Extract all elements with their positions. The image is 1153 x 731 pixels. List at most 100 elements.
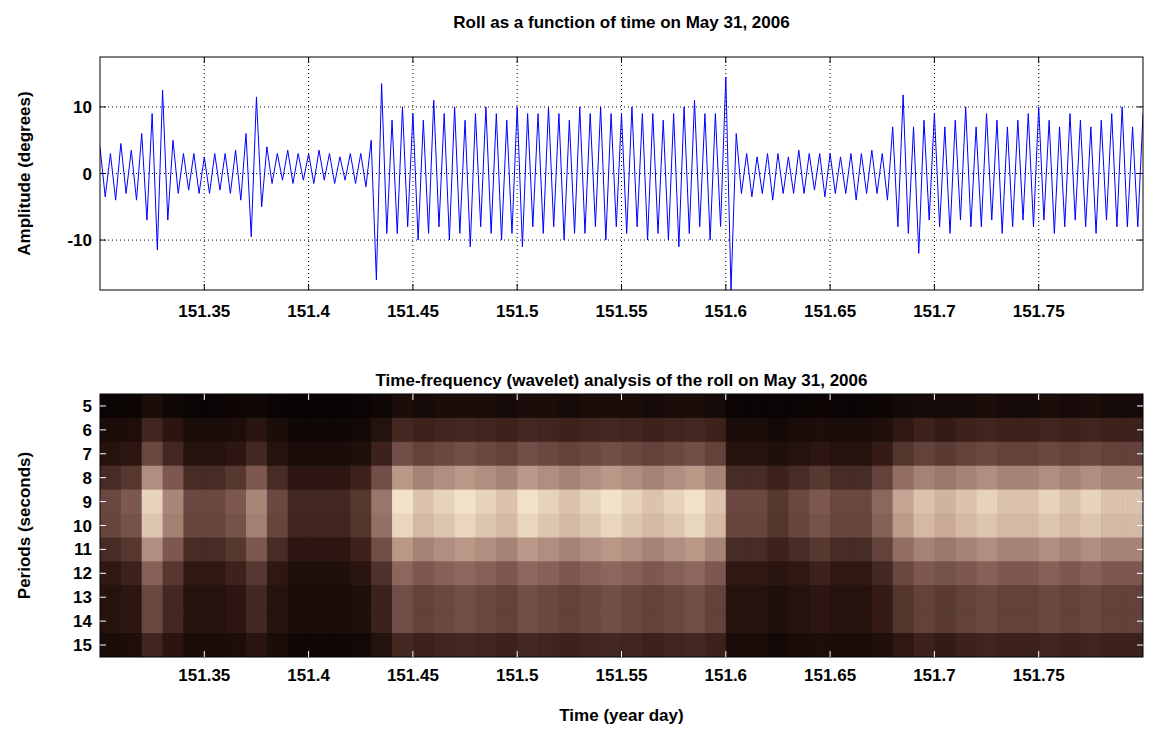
heat-cell: [809, 442, 830, 467]
heat-cell: [350, 466, 371, 491]
heat-cell: [183, 418, 204, 443]
heat-cell: [809, 418, 830, 443]
plot-background: [100, 394, 1143, 657]
heat-cell: [121, 633, 142, 657]
heat-cell: [142, 561, 163, 586]
heat-cell: [100, 418, 121, 443]
heat-cell: [663, 490, 684, 515]
heat-cell: [246, 418, 267, 443]
heat-cell: [663, 561, 684, 586]
heat-cell: [830, 514, 851, 539]
heat-cell: [1060, 490, 1081, 515]
heat-cell: [121, 466, 142, 491]
heat-cell: [1018, 442, 1039, 467]
x-tick-label: 151.5: [496, 302, 539, 321]
heat-cell: [580, 394, 601, 419]
heat-cell: [142, 609, 163, 634]
heat-cell: [371, 418, 392, 443]
heat-cell: [663, 537, 684, 562]
heat-cell: [997, 537, 1018, 562]
heat-cell: [934, 394, 955, 419]
heat-cell: [1060, 561, 1081, 586]
heat-cell: [1039, 490, 1060, 515]
heat-cell: [684, 609, 705, 634]
heat-cell: [663, 418, 684, 443]
x-tick: [621, 57, 622, 63]
y-tick: [100, 453, 106, 454]
heat-cell: [747, 514, 768, 539]
heat-cell: [246, 633, 267, 657]
heat-cell: [163, 561, 184, 586]
heat-cell: [371, 609, 392, 634]
heat-cell: [475, 514, 496, 539]
heat-cell: [1060, 394, 1081, 419]
heat-cell: [747, 394, 768, 419]
heat-cell: [475, 633, 496, 657]
heat-cell: [622, 442, 643, 467]
heat-cell: [642, 585, 663, 610]
heat-cell: [705, 585, 726, 610]
heat-cell: [642, 442, 663, 467]
heat-cell: [726, 633, 747, 657]
heat-cell: [121, 442, 142, 467]
x-tick: [308, 394, 309, 400]
heat-cell: [768, 490, 789, 515]
x-tick: [204, 651, 205, 657]
heat-cell: [538, 585, 559, 610]
heat-cell: [1122, 490, 1143, 515]
chart-title: Roll as a function of time on May 31, 20…: [453, 13, 789, 32]
heat-cell: [309, 490, 330, 515]
heat-cell: [538, 418, 559, 443]
heat-cell: [538, 490, 559, 515]
heat-cell: [225, 514, 246, 539]
heat-cell: [788, 561, 809, 586]
heat-cell: [517, 418, 538, 443]
heat-cell: [121, 609, 142, 634]
heat-cell: [496, 514, 517, 539]
heat-cell: [517, 609, 538, 634]
heat-cell: [684, 394, 705, 419]
heat-cell: [455, 442, 476, 467]
heat-cell: [350, 537, 371, 562]
heat-cell: [371, 466, 392, 491]
heat-cell: [350, 514, 371, 539]
heat-cell: [809, 394, 830, 419]
heat-cell: [413, 537, 434, 562]
grid-line: [1038, 57, 1039, 290]
heat-cell: [872, 490, 893, 515]
heat-cell: [976, 418, 997, 443]
heat-cell: [914, 633, 935, 657]
heat-cell: [517, 442, 538, 467]
grid-line: [934, 57, 935, 290]
heat-cell: [830, 585, 851, 610]
heat-cell: [1018, 561, 1039, 586]
heat-cell: [350, 609, 371, 634]
heat-cell: [893, 514, 914, 539]
heat-cell: [496, 585, 517, 610]
heat-cell: [622, 466, 643, 491]
axes-frame: [100, 57, 1143, 290]
heat-cell: [434, 585, 455, 610]
heat-cell: [663, 633, 684, 657]
heat-cell: [267, 585, 288, 610]
heat-cell: [183, 442, 204, 467]
heat-cell: [1080, 466, 1101, 491]
heat-cell: [288, 418, 309, 443]
heat-cell: [642, 514, 663, 539]
heat-cell: [392, 466, 413, 491]
heat-cell: [872, 442, 893, 467]
heat-cell: [1101, 561, 1122, 586]
heat-cell: [726, 537, 747, 562]
chart-title: Time-frequency (wavelet) analysis of the…: [376, 371, 868, 390]
heat-cell: [413, 585, 434, 610]
heat-cell: [538, 442, 559, 467]
heat-cell: [100, 466, 121, 491]
heat-cell: [893, 585, 914, 610]
heat-cell: [392, 490, 413, 515]
heat-cell: [580, 442, 601, 467]
heat-cell: [225, 394, 246, 419]
heat-cell: [580, 466, 601, 491]
x-tick: [1038, 284, 1039, 290]
heat-cell: [475, 585, 496, 610]
heat-cell: [183, 585, 204, 610]
